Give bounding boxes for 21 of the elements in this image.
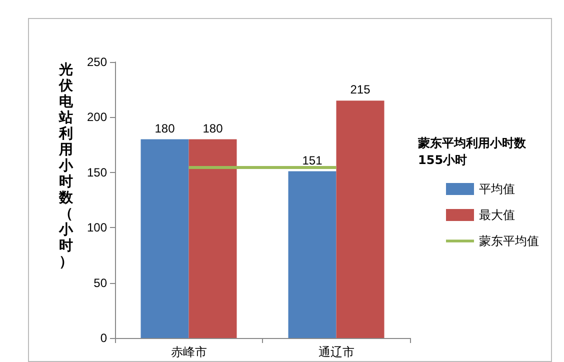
data-label: 215 (350, 82, 371, 97)
bar (188, 139, 237, 338)
text: 蒙东平均利用小时数155小时 (418, 135, 527, 169)
text: 光伏电站利用小时数（小时） (59, 62, 73, 270)
legend-label: 平均值 (479, 182, 515, 196)
legend-label: 蒙东平均值 (479, 234, 539, 248)
bar (288, 171, 336, 338)
y-tick-label: 250 (86, 55, 108, 69)
data-label: 180 (202, 121, 224, 136)
y-tick-label: 100 (86, 220, 108, 235)
y-tick-label: 150 (86, 165, 108, 180)
y-tick-label: 200 (86, 110, 108, 124)
x-tick-label: 通辽市 (318, 345, 354, 359)
data-label: 180 (154, 121, 176, 136)
x-tick-label: 赤峰市 (170, 345, 207, 359)
legend-label: 最大值 (479, 208, 515, 222)
y-tick-label: 50 (94, 276, 108, 290)
bar (140, 139, 189, 338)
data-label: 151 (302, 153, 323, 168)
y-tick-label: 0 (100, 331, 108, 345)
bar (336, 100, 384, 338)
